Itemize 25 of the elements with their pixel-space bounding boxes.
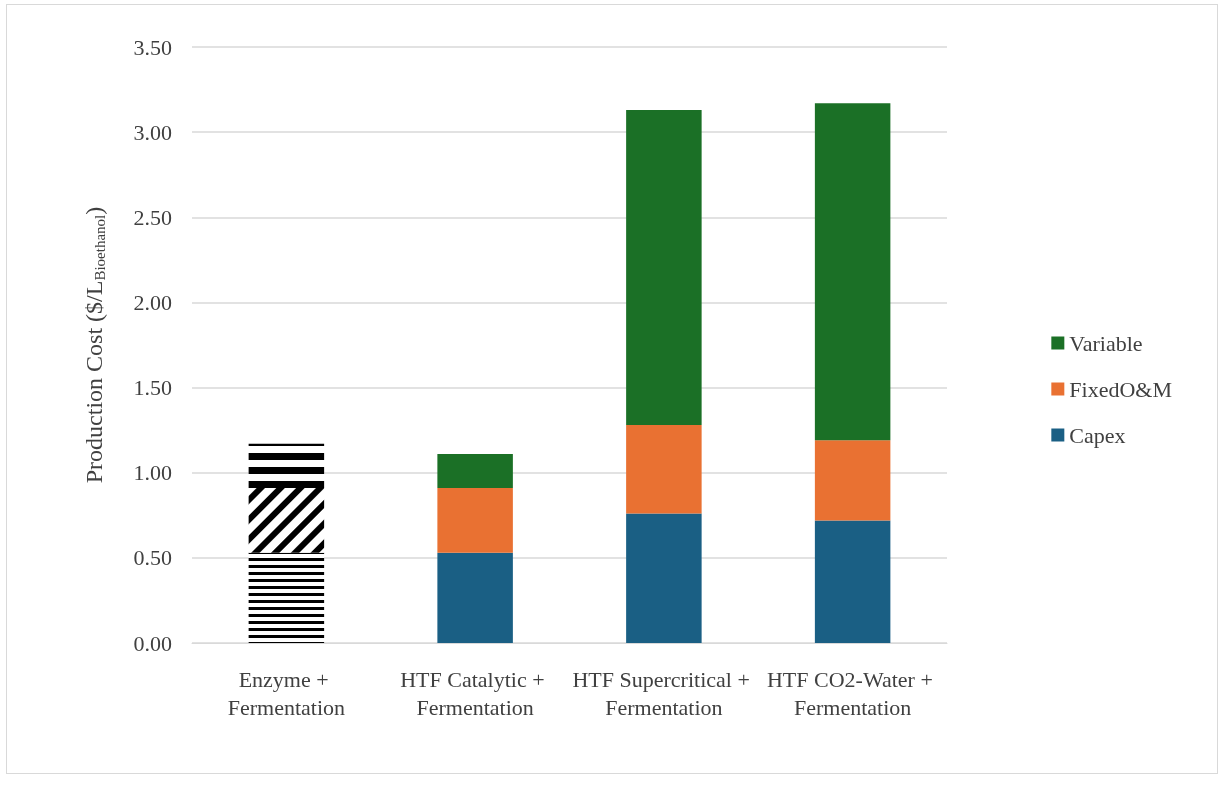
legend-label: Variable	[1069, 330, 1143, 356]
bar	[437, 488, 513, 553]
y-tick-label: 1.50	[133, 375, 172, 401]
legend-label: FixedO&M	[1069, 376, 1173, 402]
y-tick-label: 0.50	[133, 545, 172, 571]
y-tick-label: 1.00	[133, 460, 172, 486]
x-tick-label: HTF Catalytic + Fermentation	[400, 666, 551, 720]
y-tick-label: 3.50	[133, 34, 172, 60]
y-tick-label: 2.50	[133, 204, 172, 230]
bar	[626, 110, 702, 426]
x-tick-label: HTF Supercritical + Fermentation	[572, 666, 756, 720]
bar	[626, 513, 702, 643]
y-tick-label: 2.00	[133, 289, 172, 315]
y-tick-label: 3.00	[133, 119, 172, 145]
bar	[437, 552, 513, 643]
x-tick-label: Enzyme + Fermentation	[227, 666, 346, 720]
x-tick-label: HTF CO2-Water + Fermentation	[766, 666, 939, 720]
bar	[626, 425, 702, 514]
legend-label: Capex	[1069, 422, 1126, 448]
bar	[814, 440, 891, 521]
bar	[814, 520, 891, 643]
bar	[814, 103, 891, 441]
y-tick-label: 0.00	[133, 630, 172, 656]
y-axis-title: Production Cost ($/LBioethanol)	[80, 206, 108, 484]
bar	[437, 453, 513, 489]
